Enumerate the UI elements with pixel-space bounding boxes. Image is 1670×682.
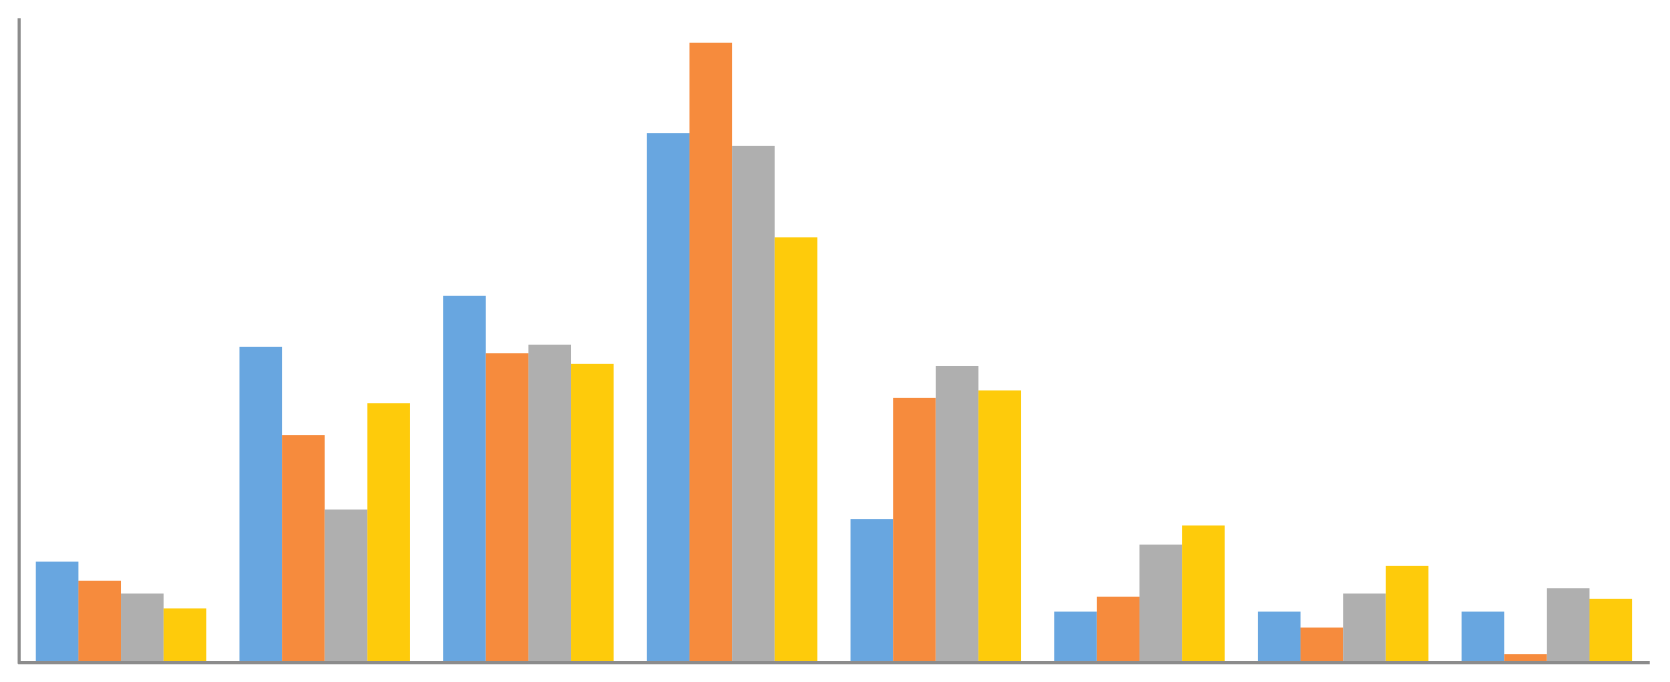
bar xyxy=(1300,627,1344,662)
bar xyxy=(1504,654,1547,662)
bar xyxy=(689,42,733,662)
bar xyxy=(1182,525,1225,662)
bar xyxy=(163,608,207,662)
bar xyxy=(282,435,325,662)
bar xyxy=(646,133,690,662)
bar xyxy=(367,403,410,662)
bar xyxy=(571,363,614,662)
bar xyxy=(1343,593,1386,662)
bar xyxy=(78,580,122,662)
bar xyxy=(935,365,979,662)
bar xyxy=(324,509,368,662)
bar xyxy=(239,346,283,662)
bar xyxy=(774,237,818,662)
bar xyxy=(893,397,936,662)
bar xyxy=(1546,588,1590,662)
bar xyxy=(121,593,164,662)
bar xyxy=(1096,596,1140,662)
bar xyxy=(528,344,572,662)
bar xyxy=(1139,544,1183,662)
bar xyxy=(1589,598,1633,662)
bar xyxy=(1461,611,1505,662)
bar xyxy=(850,519,894,662)
bar xyxy=(35,561,79,662)
bar xyxy=(443,295,486,662)
bar xyxy=(732,145,775,662)
bar xyxy=(485,353,529,662)
bar xyxy=(1054,611,1097,662)
bar xyxy=(1385,565,1429,662)
bar xyxy=(1257,611,1301,662)
bar xyxy=(978,390,1022,662)
